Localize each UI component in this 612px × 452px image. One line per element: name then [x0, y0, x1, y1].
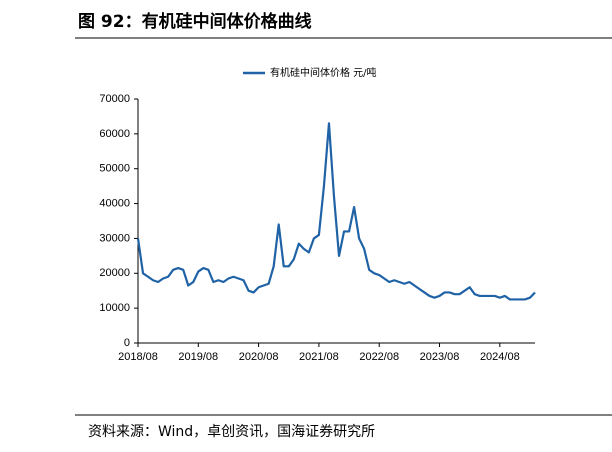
- x-tick-label: 2018/08: [118, 351, 158, 363]
- x-tick-label: 2024/08: [480, 351, 520, 363]
- x-tick-label: 2019/08: [178, 351, 218, 363]
- x-tick-label: 2022/08: [359, 351, 399, 363]
- source-note: 资料来源：Wind，卓创资讯，国海证券研究所: [88, 424, 375, 440]
- chart-title: 图 92：有机硅中间体价格曲线: [78, 11, 312, 32]
- y-tick-label: 0: [124, 337, 130, 349]
- y-tick-label: 60000: [99, 128, 130, 140]
- x-tick-label: 2023/08: [420, 351, 460, 363]
- x-tick-label: 2021/08: [299, 351, 339, 363]
- y-tick-label: 50000: [99, 163, 130, 175]
- legend-label: 有机硅中间体价格 元/吨: [270, 66, 377, 79]
- y-tick-label: 30000: [99, 232, 130, 244]
- y-tick-label: 10000: [99, 302, 130, 314]
- x-tick-label: 2020/08: [239, 351, 279, 363]
- y-tick-label: 20000: [99, 267, 130, 279]
- y-tick-label: 70000: [99, 93, 130, 105]
- y-tick-label: 40000: [99, 197, 130, 209]
- price-line: [136, 122, 536, 301]
